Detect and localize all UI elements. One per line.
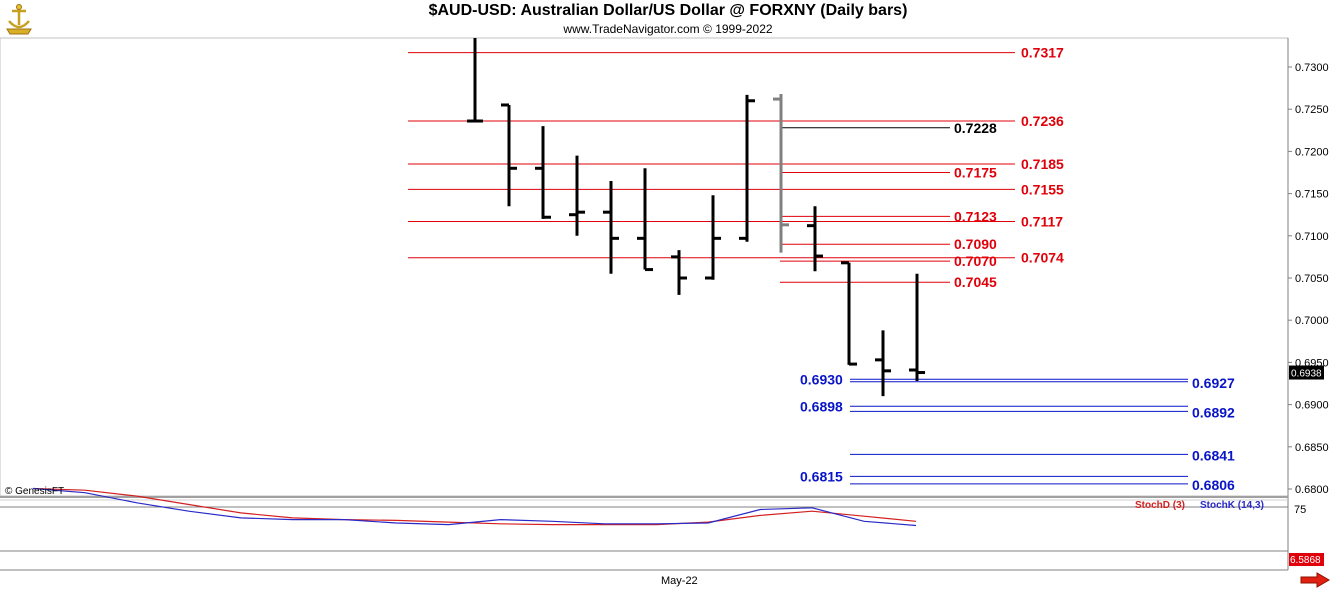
right-arrow-icon[interactable] (1300, 572, 1330, 588)
resistance-label: 0.7074 (1021, 250, 1064, 266)
ohlc-bar (535, 126, 551, 219)
ohlc-bar (773, 94, 789, 253)
y-tick-label: 0.7250 (1295, 104, 1329, 116)
ohlc-bar (807, 206, 823, 272)
stoch-75-tick: 75 (1294, 504, 1306, 516)
support-label-right: 0.6841 (1192, 447, 1235, 463)
resistance-label: 0.7317 (1021, 45, 1064, 61)
chart-title: $AUD-USD: Australian Dollar/US Dollar @ … (428, 2, 908, 19)
support-label-right: 0.6806 (1192, 477, 1235, 493)
resistance-label: 0.7155 (1021, 181, 1064, 197)
projection-label: 0.7070 (954, 253, 997, 269)
ohlc-bar (501, 103, 517, 207)
ohlc-bar (841, 261, 857, 366)
copyright-label: © GenesisFT (5, 486, 65, 497)
stoch-value-box (1289, 553, 1324, 566)
ohlc-bar (671, 250, 687, 295)
y-tick-label: 0.6800 (1295, 484, 1329, 496)
support-label-left: 0.6815 (800, 468, 843, 484)
ohlc-bar (875, 330, 891, 397)
stochk-legend: StochK (14,3) (1200, 500, 1264, 511)
resistance-label: 0.7185 (1021, 156, 1064, 172)
projection-label: 0.7228 (954, 120, 997, 136)
support-label-right: 0.6927 (1192, 375, 1235, 391)
resistance-label: 0.7117 (1021, 213, 1063, 229)
ohlc-bar (603, 180, 619, 274)
y-tick-label: 0.7300 (1295, 62, 1329, 74)
y-tick-label: 0.7050 (1295, 273, 1329, 285)
last-price-box (1289, 365, 1324, 380)
y-tick-label: 0.7200 (1295, 146, 1329, 158)
x-axis-label: May-22 (661, 575, 698, 587)
ohlc-bar (705, 195, 721, 280)
last-price-label: 0.6938 (1291, 369, 1322, 380)
stochk-line (32, 487, 917, 527)
stoch-value-label: 6.5868 (1290, 555, 1321, 566)
projection-label: 0.7123 (954, 208, 997, 224)
resistance-label: 0.7236 (1021, 113, 1064, 129)
y-tick-label: 0.6850 (1295, 442, 1329, 454)
y-tick-label: 0.7100 (1295, 231, 1329, 243)
projection-label: 0.7090 (954, 236, 997, 252)
chart-subtitle: www.TradeNavigator.com © 1999-2022 (563, 22, 773, 36)
ohlc-bar (467, 38, 483, 123)
stochd-legend: StochD (3) (1135, 500, 1185, 511)
stochd-line (32, 487, 917, 526)
support-label-left: 0.6930 (800, 371, 843, 387)
ohlc-bar (637, 168, 653, 272)
ohlc-bar (569, 155, 585, 236)
support-label-left: 0.6898 (800, 398, 843, 414)
y-tick-label: 0.7150 (1295, 189, 1329, 201)
ohlc-bar (739, 94, 755, 242)
ohlc-bar (909, 273, 925, 381)
y-tick-label: 0.7000 (1295, 315, 1329, 327)
support-label-right: 0.6892 (1192, 404, 1235, 420)
projection-label: 0.7045 (954, 274, 997, 290)
projection-label: 0.7175 (954, 165, 997, 181)
logo-icon (6, 4, 32, 35)
y-tick-label: 0.6900 (1295, 400, 1329, 412)
